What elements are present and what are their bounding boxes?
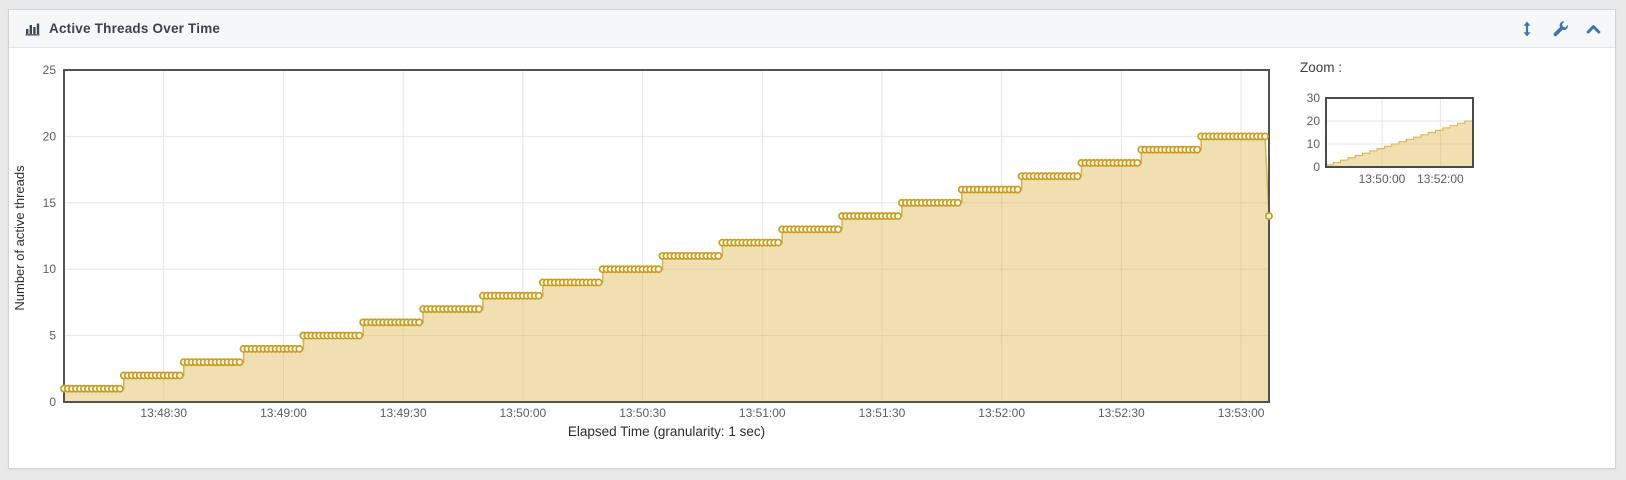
active-threads-panel: Active Threads Over Time 0 5 10 15 20 25 13:48… — [8, 9, 1616, 469]
panel-title-group: Active Threads Over Time — [23, 20, 220, 38]
x-tick-label: 13:49:00 — [260, 406, 307, 420]
x-tick-label: 13:53:00 — [1218, 406, 1265, 420]
data-point-marker — [175, 371, 184, 380]
zoom-x-tick-label: 13:50:00 — [1359, 172, 1406, 186]
data-point-marker — [714, 251, 723, 260]
y-tick-label: 15 — [43, 196, 57, 210]
y-tick-label: 10 — [43, 262, 57, 276]
panel-toolbar — [1518, 20, 1605, 38]
y-axis-title: Number of active threads — [12, 165, 27, 311]
data-point-marker — [1133, 159, 1142, 167]
panel-title: Active Threads Over Time — [49, 21, 221, 36]
data-point-marker — [115, 384, 124, 393]
panel-header: Active Threads Over Time — [9, 10, 1615, 48]
y-tick-label: 0 — [49, 395, 56, 409]
zoom-y-tick-label: 20 — [1307, 114, 1321, 128]
data-point-marker — [235, 358, 244, 367]
data-point-marker — [1193, 145, 1202, 154]
bar-chart-icon — [23, 20, 41, 38]
settings-wrench-icon[interactable] — [1551, 20, 1569, 38]
zoom-y-tick-label: 10 — [1307, 137, 1321, 151]
data-point-marker — [834, 225, 843, 234]
data-point-marker — [893, 212, 902, 221]
y-tick-label: 25 — [43, 63, 57, 77]
data-point-marker — [475, 305, 483, 313]
data-point-marker — [654, 265, 663, 274]
data-point-marker — [415, 318, 424, 327]
zoom-overview-panel: Zoom : 0 10 20 30 13:50:00 13:52:00 — [1295, 60, 1510, 197]
data-point-marker — [1261, 132, 1269, 141]
data-point-marker — [1073, 172, 1082, 181]
x-tick-label: 13:50:00 — [499, 406, 546, 420]
data-point-marker — [774, 238, 783, 247]
x-tick-label: 13:49:30 — [380, 406, 427, 420]
data-point-marker — [1013, 185, 1022, 194]
data-point-marker — [355, 331, 364, 340]
x-tick-label: 13:48:30 — [140, 406, 187, 420]
x-tick-label: 13:51:00 — [739, 406, 786, 420]
threads-area — [64, 136, 1269, 402]
data-point-marker — [594, 278, 603, 287]
zoom-y-tick-label: 30 — [1307, 91, 1321, 105]
x-tick-label: 13:52:00 — [978, 406, 1025, 420]
x-axis-title: Elapsed Time (granularity: 1 sec) — [567, 424, 766, 439]
x-tick-label: 13:50:30 — [619, 406, 666, 420]
zoom-y-tick-label: 0 — [1313, 160, 1320, 174]
data-point-marker — [534, 291, 543, 300]
y-tick-label: 5 — [49, 329, 56, 343]
zoom-overview-chart[interactable]: 0 10 20 30 13:50:00 13:52:00 — [1295, 80, 1510, 192]
data-point-marker-final — [1265, 212, 1273, 221]
zoom-x-tick-label: 13:52:00 — [1417, 172, 1464, 186]
x-tick-label: 13:52:30 — [1098, 406, 1145, 420]
expand-vertical-icon[interactable] — [1518, 20, 1536, 38]
zoom-plot-border — [1325, 97, 1474, 168]
zoom-overview-label: Zoom : — [1300, 60, 1343, 75]
x-tick-label: 13:51:30 — [859, 406, 906, 420]
data-point-marker — [295, 344, 304, 353]
zoom-threads-line — [1326, 120, 1474, 166]
data-point-marker — [953, 198, 962, 207]
y-tick-label: 20 — [43, 129, 57, 143]
collapse-panel-icon[interactable] — [1584, 20, 1602, 38]
chart-body: 0 5 10 15 20 25 13:48:30 13:49:00 13:49:30 13:50:… — [9, 48, 1615, 468]
main-chart[interactable]: 0 5 10 15 20 25 13:48:30 13:49:00 13:49:30 13:50:… — [9, 48, 1309, 448]
plot-border — [63, 69, 1270, 403]
